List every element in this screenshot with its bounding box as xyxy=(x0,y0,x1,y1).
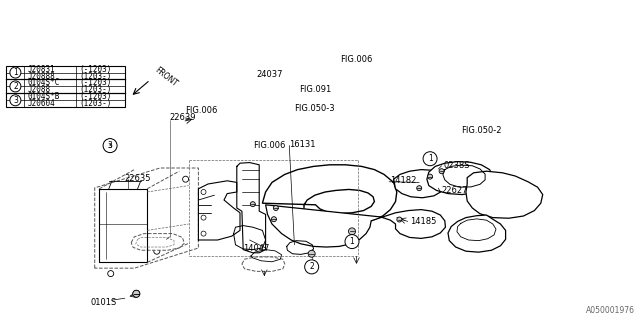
Text: FIG.050-2: FIG.050-2 xyxy=(461,126,501,135)
Circle shape xyxy=(345,235,359,249)
Text: 3: 3 xyxy=(108,143,113,148)
Text: 1: 1 xyxy=(428,154,433,163)
Text: 16131: 16131 xyxy=(289,140,316,148)
Text: 2: 2 xyxy=(13,82,18,91)
Text: 22639: 22639 xyxy=(170,113,196,122)
Circle shape xyxy=(417,186,422,191)
Text: FIG.006: FIG.006 xyxy=(340,55,372,64)
Polygon shape xyxy=(394,170,445,198)
Circle shape xyxy=(10,81,21,92)
Polygon shape xyxy=(427,162,493,195)
Text: (-1203): (-1203) xyxy=(79,78,112,87)
Polygon shape xyxy=(448,215,506,252)
Text: FIG.050-3: FIG.050-3 xyxy=(294,104,335,113)
Circle shape xyxy=(10,67,21,78)
Text: 2: 2 xyxy=(309,262,314,271)
Circle shape xyxy=(439,169,444,174)
Circle shape xyxy=(271,217,276,222)
Circle shape xyxy=(397,217,402,222)
Text: A050001976: A050001976 xyxy=(586,306,635,315)
Circle shape xyxy=(133,290,140,297)
Text: 14185: 14185 xyxy=(410,217,436,226)
Text: 22635: 22635 xyxy=(125,174,151,183)
Text: 22627: 22627 xyxy=(442,186,468,195)
Circle shape xyxy=(103,139,117,153)
Polygon shape xyxy=(266,205,445,247)
Circle shape xyxy=(273,205,278,211)
Circle shape xyxy=(305,260,319,274)
Text: 0104S*C: 0104S*C xyxy=(28,78,60,87)
Circle shape xyxy=(428,174,433,179)
Text: J2088: J2088 xyxy=(28,85,51,94)
Text: J20604: J20604 xyxy=(28,99,55,108)
Text: FIG.006: FIG.006 xyxy=(253,141,285,150)
Text: 0101S: 0101S xyxy=(91,298,117,307)
Polygon shape xyxy=(262,165,397,224)
Text: 0238S: 0238S xyxy=(444,161,470,170)
Text: 0104S*B: 0104S*B xyxy=(28,92,60,101)
Text: FIG.006: FIG.006 xyxy=(186,106,218,115)
Text: 3: 3 xyxy=(108,141,113,150)
Text: FIG.091: FIG.091 xyxy=(300,85,332,94)
Text: 1: 1 xyxy=(13,68,18,77)
Circle shape xyxy=(104,139,116,152)
Text: (-1203): (-1203) xyxy=(79,65,112,74)
Bar xyxy=(6,66,125,107)
Text: 14047: 14047 xyxy=(243,244,269,252)
Circle shape xyxy=(423,152,437,166)
Text: (1203-): (1203-) xyxy=(79,71,112,81)
Text: J20888: J20888 xyxy=(28,71,55,81)
Circle shape xyxy=(308,250,315,257)
Text: 1: 1 xyxy=(349,237,355,246)
Circle shape xyxy=(250,202,255,207)
Text: 3: 3 xyxy=(13,96,18,105)
Text: (1203-): (1203-) xyxy=(79,99,112,108)
Circle shape xyxy=(427,155,433,162)
Text: FRONT: FRONT xyxy=(154,65,179,88)
Text: 24037: 24037 xyxy=(256,70,282,79)
Polygon shape xyxy=(466,171,543,218)
Polygon shape xyxy=(131,234,184,250)
Text: 14182: 14182 xyxy=(390,176,417,185)
Circle shape xyxy=(10,95,21,106)
Text: (-1203): (-1203) xyxy=(79,92,112,101)
Text: (1203-): (1203-) xyxy=(79,85,112,94)
Circle shape xyxy=(349,228,355,235)
Circle shape xyxy=(133,290,140,297)
Text: J20831: J20831 xyxy=(28,65,55,74)
